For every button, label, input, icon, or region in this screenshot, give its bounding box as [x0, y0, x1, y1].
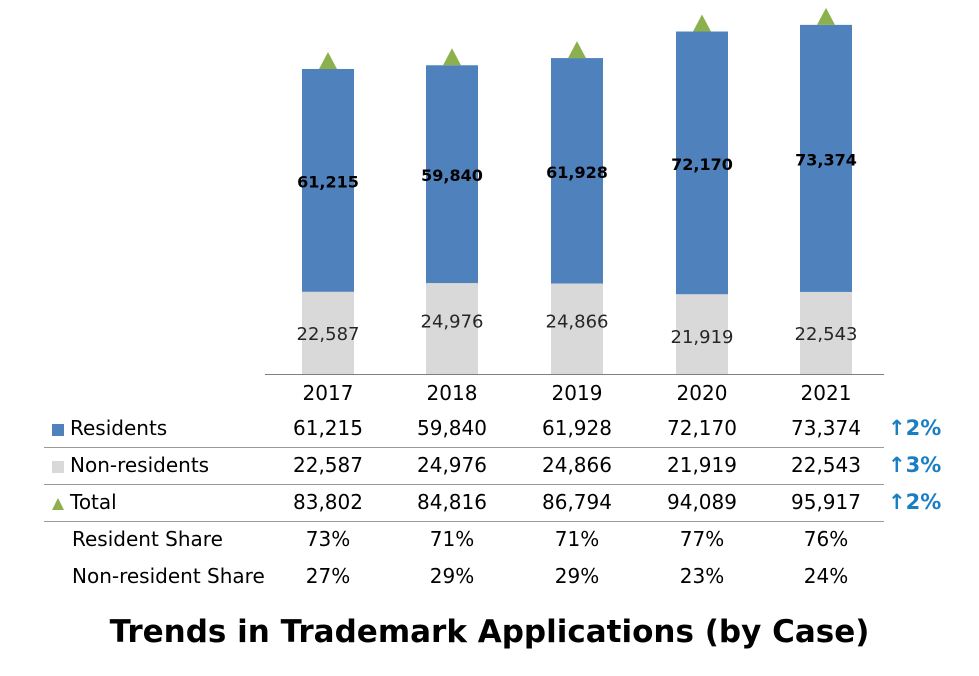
table-cell-resident-share-2019: 71%: [527, 521, 627, 557]
data-label-residents-2019: 61,928: [546, 163, 608, 182]
total-marker-2020: [693, 15, 711, 32]
table-cell-non-resident-share-2020: 23%: [652, 558, 752, 594]
table-row-total: Total 83,802 84,816 86,794 94,089 95,917: [44, 484, 884, 520]
data-label-residents-2021: 73,374: [795, 150, 857, 169]
total-marker-2019: [568, 41, 586, 58]
growth-indicator-non-residents: ↑3%: [888, 447, 941, 483]
data-label-residents-2020: 72,170: [671, 155, 733, 174]
table-cell-non-resident-share-2021: 24%: [776, 558, 876, 594]
total-marker-2018: [443, 48, 461, 65]
table-cell-non-residents-2020: 21,919: [652, 447, 752, 483]
row-label-text: Resident Share: [72, 527, 223, 551]
table-cell-resident-share-2020: 77%: [652, 521, 752, 557]
table-cell-non-residents-2017: 22,587: [278, 447, 378, 483]
stacked-bar-chart: 22,587 61,215 24,976 59,840 24,866 61,928 21,9…: [0, 0, 979, 376]
data-label-non-residents-2020: 21,919: [671, 327, 734, 348]
legend-square-icon: [52, 424, 64, 436]
table-cell-residents-2021: 73,374: [776, 410, 876, 446]
table-cell-non-resident-share-2017: 27%: [278, 558, 378, 594]
growth-value: 2%: [906, 490, 942, 514]
table-cell-total-2021: 95,917: [776, 484, 876, 520]
row-label-non-residents: Non-residents: [52, 447, 209, 483]
legend-triangle-icon: [52, 498, 64, 510]
row-label-text: Total: [70, 490, 117, 514]
total-marker-2017: [319, 52, 337, 69]
year-label-2017: 2017: [278, 376, 378, 410]
row-label-text: Residents: [70, 416, 167, 440]
up-arrow-icon: ↑: [888, 416, 906, 440]
table-cell-resident-share-2017: 73%: [278, 521, 378, 557]
table-cell-residents-2020: 72,170: [652, 410, 752, 446]
table-cell-non-residents-2019: 24,866: [527, 447, 627, 483]
legend-square-icon: [52, 461, 64, 473]
data-label-non-residents-2017: 22,587: [297, 324, 360, 345]
row-label-text: Non-residents: [70, 453, 209, 477]
up-arrow-icon: ↑: [888, 453, 906, 477]
growth-value: 3%: [906, 453, 942, 477]
table-cell-residents-2018: 59,840: [402, 410, 502, 446]
table-row-non-resident-share: Non-resident Share 27% 29% 29% 23% 24%: [44, 558, 884, 594]
row-label-non-resident-share: Non-resident Share: [72, 558, 265, 594]
table-cell-resident-share-2021: 76%: [776, 521, 876, 557]
table-cell-total-2018: 84,816: [402, 484, 502, 520]
row-label-resident-share: Resident Share: [72, 521, 223, 557]
table-cell-non-resident-share-2019: 29%: [527, 558, 627, 594]
category-axis-line: [265, 374, 884, 375]
table-cell-non-resident-share-2018: 29%: [402, 558, 502, 594]
growth-value: 2%: [906, 416, 942, 440]
table-cell-residents-2019: 61,928: [527, 410, 627, 446]
table-row-resident-share: Resident Share 73% 71% 71% 77% 76%: [44, 521, 884, 557]
data-label-non-residents-2021: 22,543: [795, 324, 858, 345]
data-label-non-residents-2019: 24,866: [546, 312, 609, 333]
data-label-residents-2018: 59,840: [421, 166, 483, 185]
row-label-total: Total: [52, 484, 117, 520]
table-cell-total-2019: 86,794: [527, 484, 627, 520]
table-row-residents: Residents 61,215 59,840 61,928 72,170 73,374: [44, 410, 884, 446]
table-cell-resident-share-2018: 71%: [402, 521, 502, 557]
data-label-non-residents-2018: 24,976: [421, 312, 484, 333]
table-row-non-residents: Non-residents 22,587 24,976 24,866 21,919 22,…: [44, 447, 884, 483]
table-cell-total-2017: 83,802: [278, 484, 378, 520]
chart-title: Trends in Trademark Applications (by Cas…: [0, 614, 979, 650]
data-label-residents-2017: 61,215: [297, 172, 359, 191]
row-label-residents: Residents: [52, 410, 167, 446]
row-label-text: Non-resident Share: [72, 564, 265, 588]
table-cell-residents-2017: 61,215: [278, 410, 378, 446]
year-label-2018: 2018: [402, 376, 502, 410]
growth-indicator-total: ↑2%: [888, 484, 941, 520]
up-arrow-icon: ↑: [888, 490, 906, 514]
table-cell-non-residents-2021: 22,543: [776, 447, 876, 483]
total-marker-2021: [817, 8, 835, 25]
growth-indicator-residents: ↑2%: [888, 410, 941, 446]
table-cell-non-residents-2018: 24,976: [402, 447, 502, 483]
table-cell-total-2020: 94,089: [652, 484, 752, 520]
year-label-2021: 2021: [776, 376, 876, 410]
year-label-2020: 2020: [652, 376, 752, 410]
year-label-2019: 2019: [527, 376, 627, 410]
